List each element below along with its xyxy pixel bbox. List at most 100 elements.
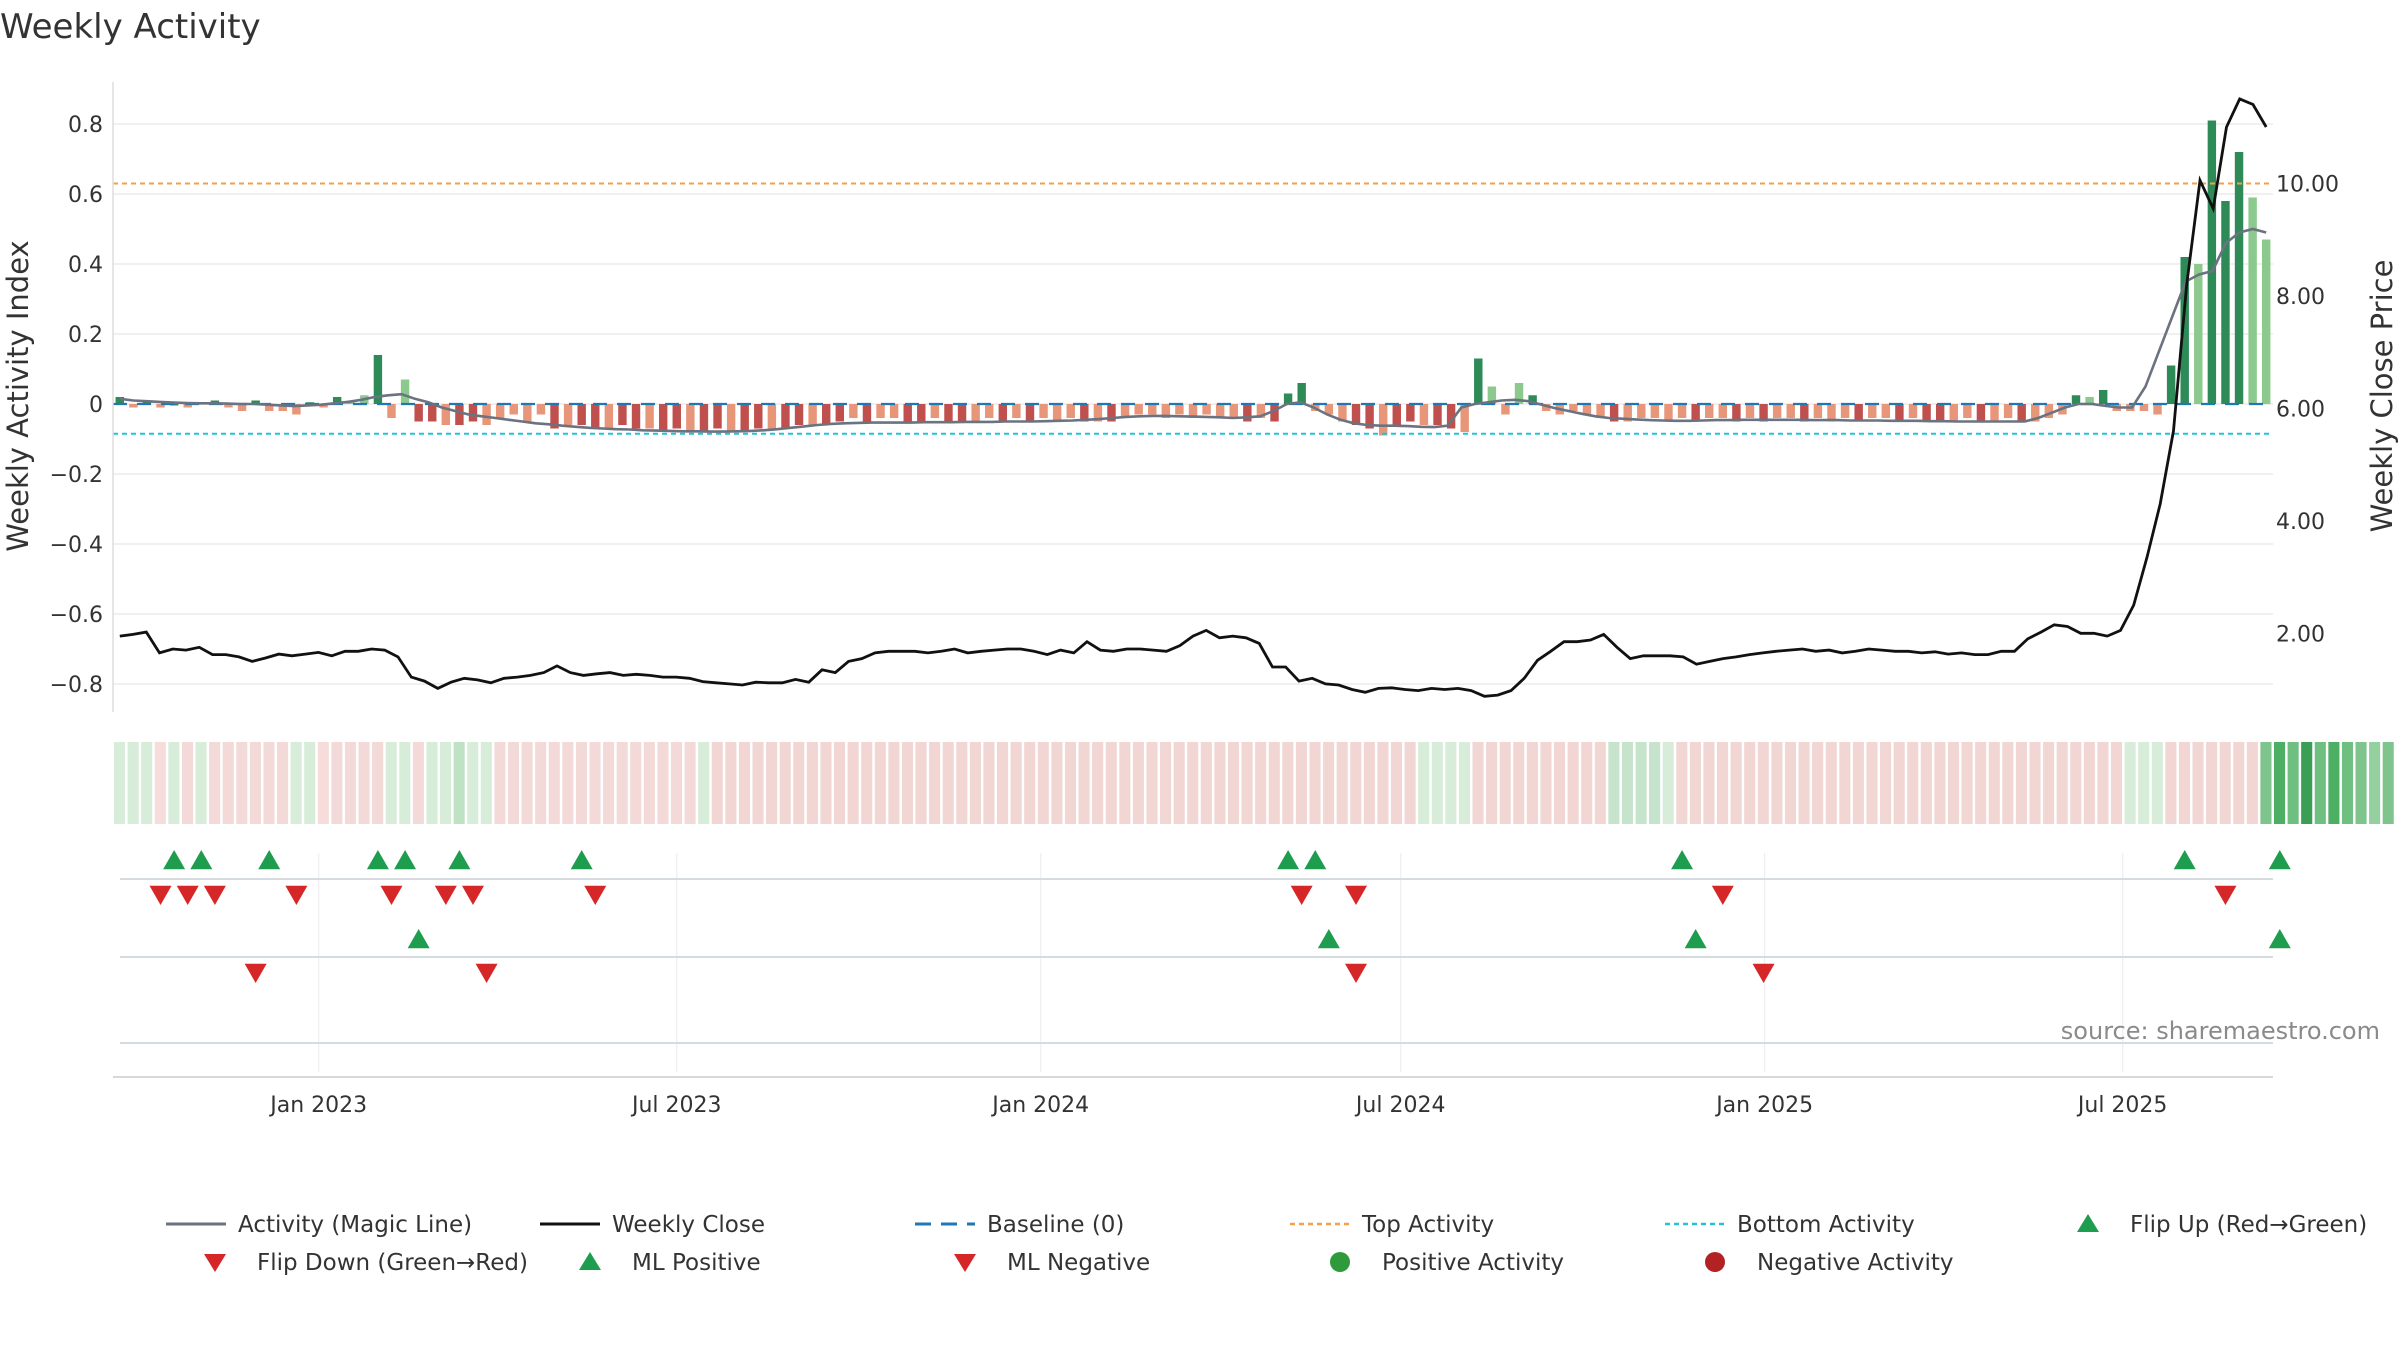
strip-cell <box>562 742 574 824</box>
flip-down-marker <box>1711 885 1734 905</box>
activity-bar <box>1596 404 1605 418</box>
strip-cell <box>670 742 683 824</box>
activity-bar <box>495 404 505 418</box>
activity-bar <box>468 404 478 422</box>
legend-label: Weekly Close <box>612 1212 765 1238</box>
activity-bar <box>265 404 274 411</box>
strip-cell <box>1988 742 2000 824</box>
legend: Activity (Magic Line) Weekly Close Baselin… <box>166 1212 2367 1276</box>
strip-cell <box>1866 742 1878 824</box>
activity-bar <box>1922 404 1931 422</box>
activity-bar <box>2194 264 2203 404</box>
activity-bar <box>1990 404 1999 422</box>
activity-bar <box>224 404 233 408</box>
strip-cell <box>630 742 642 824</box>
activity-bar <box>2031 404 2040 422</box>
activity-bar <box>998 404 1008 422</box>
activity-bar <box>1813 404 1823 418</box>
activity-bar <box>726 404 736 432</box>
activity-bar <box>1840 404 1850 418</box>
left-tick-label: 0 <box>89 393 103 418</box>
activity-bar <box>2003 404 2013 418</box>
strip-cell <box>2070 742 2082 824</box>
strip-cell <box>1689 742 1701 824</box>
strip-cell <box>1662 742 1674 824</box>
activity-bar <box>251 400 260 404</box>
strip-cell <box>480 742 492 824</box>
left-tick-label: −0.6 <box>50 603 103 628</box>
strip-cell <box>114 742 126 824</box>
x-tick-label: Jan 2024 <box>990 1093 1089 1118</box>
flip-down-marker <box>176 885 199 905</box>
activity-bar <box>876 404 885 418</box>
strip-cell <box>181 742 194 824</box>
flip-up-marker <box>2268 850 2291 870</box>
strip-cell <box>1594 742 1606 824</box>
right-tick-label: 10.00 <box>2276 172 2339 197</box>
right-tick-label: 4.00 <box>2276 510 2325 535</box>
activity-bar <box>1134 404 1143 415</box>
strip-cell <box>2083 742 2095 824</box>
strip-cell <box>1852 742 1864 824</box>
activity-bar <box>794 404 804 425</box>
flip-up-marker <box>190 850 213 870</box>
strip-cell <box>1934 742 1946 824</box>
strip-cell <box>1309 742 1321 824</box>
flip-up-marker <box>366 850 389 870</box>
strip-cell <box>1268 742 1280 824</box>
strip-cell <box>1119 742 1131 824</box>
flip-up-marker <box>2173 850 2196 870</box>
legend-label: ML Positive <box>632 1250 761 1276</box>
activity-bar <box>1080 404 1089 422</box>
left-tick-label: −0.8 <box>50 673 103 698</box>
activity-bar <box>1406 404 1415 422</box>
activity-bar <box>1107 404 1116 422</box>
right-axis-label: Weekly Close Price <box>2365 260 2399 533</box>
left-tick-label: 0.6 <box>68 183 103 208</box>
right-axis-ticks: 2.00 4.00 6.00 8.00 10.00 <box>2276 172 2339 647</box>
flip-up-marker <box>1671 850 1694 870</box>
activity-bar <box>686 404 695 432</box>
strip-cell <box>2260 742 2272 824</box>
x-tick-label: Jan 2023 <box>268 1093 367 1118</box>
activity-bar <box>1120 404 1130 418</box>
strip-cell <box>1078 742 1090 824</box>
source-label: source: sharemaestro.com <box>2061 1017 2380 1045</box>
strip-cell <box>1255 742 1267 824</box>
strip-cell <box>1431 742 1443 824</box>
x-gridlines <box>318 853 2124 1072</box>
strip-cell <box>997 742 1009 824</box>
activity-bar <box>1854 404 1863 422</box>
activity-bar <box>944 404 953 422</box>
strip-cell <box>1295 742 1307 824</box>
activity-bar <box>1963 404 1972 418</box>
strip-cell <box>2287 742 2299 824</box>
activity-bar <box>1827 404 1836 422</box>
strip-cell <box>2056 742 2068 824</box>
activity-bar <box>618 404 627 425</box>
activity-bar <box>400 379 410 404</box>
activity-strip <box>114 742 2394 824</box>
strip-cell <box>1540 742 1552 824</box>
strip-cell <box>2002 742 2014 824</box>
strip-cell <box>2097 742 2109 824</box>
strip-cell <box>861 742 873 824</box>
strip-cell <box>616 742 628 824</box>
strip-cell <box>1581 742 1593 824</box>
legend-label: Activity (Magic Line) <box>238 1212 472 1238</box>
activity-bar <box>428 404 437 422</box>
strip-cell <box>1010 742 1022 824</box>
activity-bar <box>2166 365 2176 404</box>
strip-cell <box>1513 742 1525 824</box>
strip-cell <box>195 742 207 824</box>
activity-bar <box>1175 404 1184 415</box>
activity-bar <box>1338 404 1347 422</box>
activity-bar <box>1800 404 1809 422</box>
activity-bar <box>156 404 165 408</box>
strip-cell <box>589 742 601 824</box>
strip-cell <box>969 742 981 824</box>
strip-cell <box>1323 742 1335 824</box>
strip-cell <box>1676 742 1688 824</box>
strip-cell <box>1798 742 1810 824</box>
